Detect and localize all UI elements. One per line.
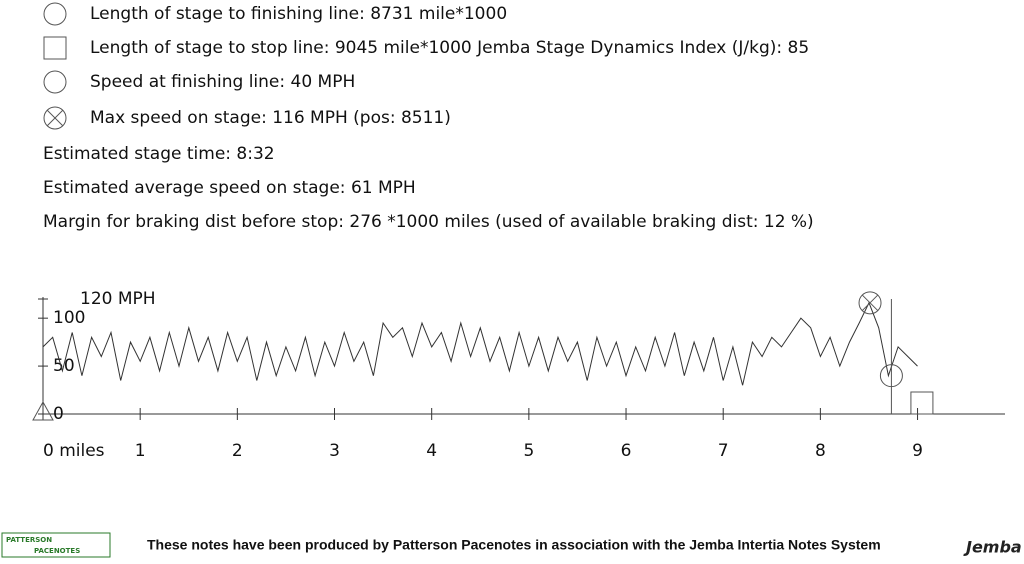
y-tick-label: 120 MPH [80, 289, 156, 309]
finish-speed-icon [43, 70, 67, 94]
logo-text: PACENOTES [34, 547, 80, 555]
x-tick-label: 1 [135, 441, 146, 461]
x-tick-label: 2 [232, 441, 243, 461]
x-tick-label: 3 [329, 441, 340, 461]
left-logo: PATTERSON PACENOTES [1, 532, 111, 558]
info-line: Estimated stage time: 8:32 [43, 144, 275, 164]
stop-marker [910, 391, 934, 415]
x-tick-label: 5 [523, 441, 534, 461]
x-tick-label: 8 [815, 441, 826, 461]
x-tick-label: 0 miles [43, 441, 105, 461]
info-line: Length of stage to stop line: 9045 mile*… [90, 38, 809, 58]
max-icon-cross [46, 109, 64, 127]
finish-marker [879, 364, 903, 388]
speed-line [42, 301, 918, 386]
start-marker [32, 400, 54, 421]
right-logo: Jemba [963, 538, 1022, 557]
x-tick-label: 6 [621, 441, 632, 461]
stop-icon [43, 36, 67, 60]
footer-text: These notes have been produced by Patter… [147, 537, 881, 553]
y-tick-label: 100 [53, 308, 85, 328]
info-line: Margin for braking dist before stop: 276… [43, 212, 814, 232]
max-icon [43, 106, 67, 130]
x-tick-label: 4 [426, 441, 437, 461]
info-line: Speed at finishing line: 40 MPH [90, 72, 355, 92]
logo-frame [1, 532, 111, 558]
logo-text: PATTERSON [6, 536, 52, 544]
info-line: Length of stage to finishing line: 8731 … [90, 4, 507, 24]
finish-icon [43, 2, 67, 26]
max-cross [861, 294, 879, 312]
x-tick-label: 9 [912, 441, 923, 461]
info-line: Max speed on stage: 116 MPH (pos: 8511) [90, 108, 451, 128]
info-line: Estimated average speed on stage: 61 MPH [43, 178, 416, 198]
y-tick-label: 0 [53, 404, 64, 424]
max-marker [858, 291, 882, 315]
legend-icons [43, 2, 67, 130]
x-tick-label: 7 [718, 441, 729, 461]
